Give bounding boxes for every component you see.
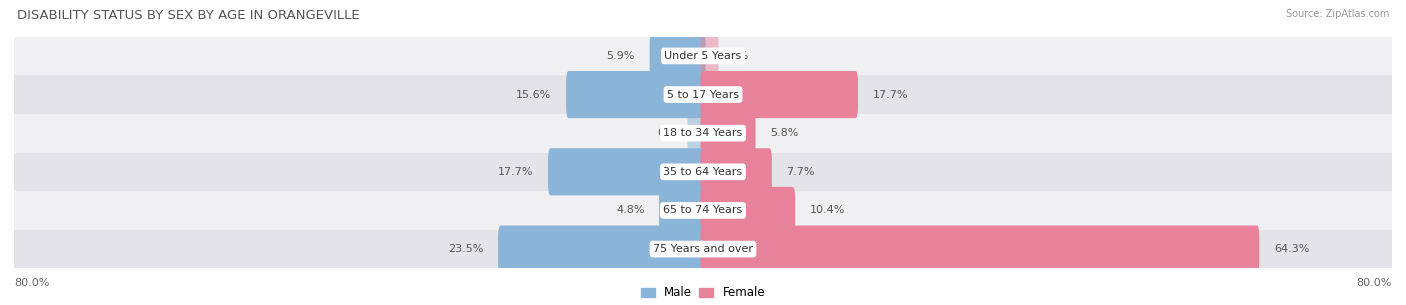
Bar <box>14 114 1392 152</box>
Bar <box>14 191 1392 230</box>
FancyBboxPatch shape <box>700 225 1260 273</box>
Text: 10.4%: 10.4% <box>810 206 845 215</box>
FancyBboxPatch shape <box>700 71 858 118</box>
FancyBboxPatch shape <box>700 109 755 157</box>
Text: 65 to 74 Years: 65 to 74 Years <box>664 206 742 215</box>
FancyBboxPatch shape <box>498 225 706 273</box>
Bar <box>14 230 1392 268</box>
FancyBboxPatch shape <box>688 109 706 157</box>
Text: Under 5 Years: Under 5 Years <box>665 51 741 61</box>
Text: 5.9%: 5.9% <box>606 51 636 61</box>
FancyBboxPatch shape <box>650 32 706 80</box>
Text: 64.3%: 64.3% <box>1274 244 1309 254</box>
FancyBboxPatch shape <box>700 187 796 234</box>
Text: 5.8%: 5.8% <box>770 128 799 138</box>
FancyBboxPatch shape <box>659 187 706 234</box>
Text: 18 to 34 Years: 18 to 34 Years <box>664 128 742 138</box>
Text: 7.7%: 7.7% <box>786 167 815 177</box>
Text: 0.0%: 0.0% <box>658 128 686 138</box>
Text: Source: ZipAtlas.com: Source: ZipAtlas.com <box>1285 9 1389 19</box>
FancyBboxPatch shape <box>700 148 772 196</box>
Text: 80.0%: 80.0% <box>1357 278 1392 288</box>
Text: 0.0%: 0.0% <box>720 51 748 61</box>
Bar <box>14 75 1392 114</box>
Text: 5 to 17 Years: 5 to 17 Years <box>666 90 740 99</box>
FancyBboxPatch shape <box>548 148 706 196</box>
Text: DISABILITY STATUS BY SEX BY AGE IN ORANGEVILLE: DISABILITY STATUS BY SEX BY AGE IN ORANG… <box>17 9 360 22</box>
Text: 17.7%: 17.7% <box>873 90 908 99</box>
Text: 35 to 64 Years: 35 to 64 Years <box>664 167 742 177</box>
Text: 23.5%: 23.5% <box>449 244 484 254</box>
Text: 4.8%: 4.8% <box>616 206 644 215</box>
Bar <box>14 152 1392 191</box>
FancyBboxPatch shape <box>700 32 718 80</box>
Text: 17.7%: 17.7% <box>498 167 533 177</box>
Bar <box>14 37 1392 75</box>
Text: 80.0%: 80.0% <box>14 278 49 288</box>
Text: 75 Years and over: 75 Years and over <box>652 244 754 254</box>
Legend: Male, Female: Male, Female <box>636 282 770 304</box>
FancyBboxPatch shape <box>567 71 706 118</box>
Text: 15.6%: 15.6% <box>516 90 551 99</box>
